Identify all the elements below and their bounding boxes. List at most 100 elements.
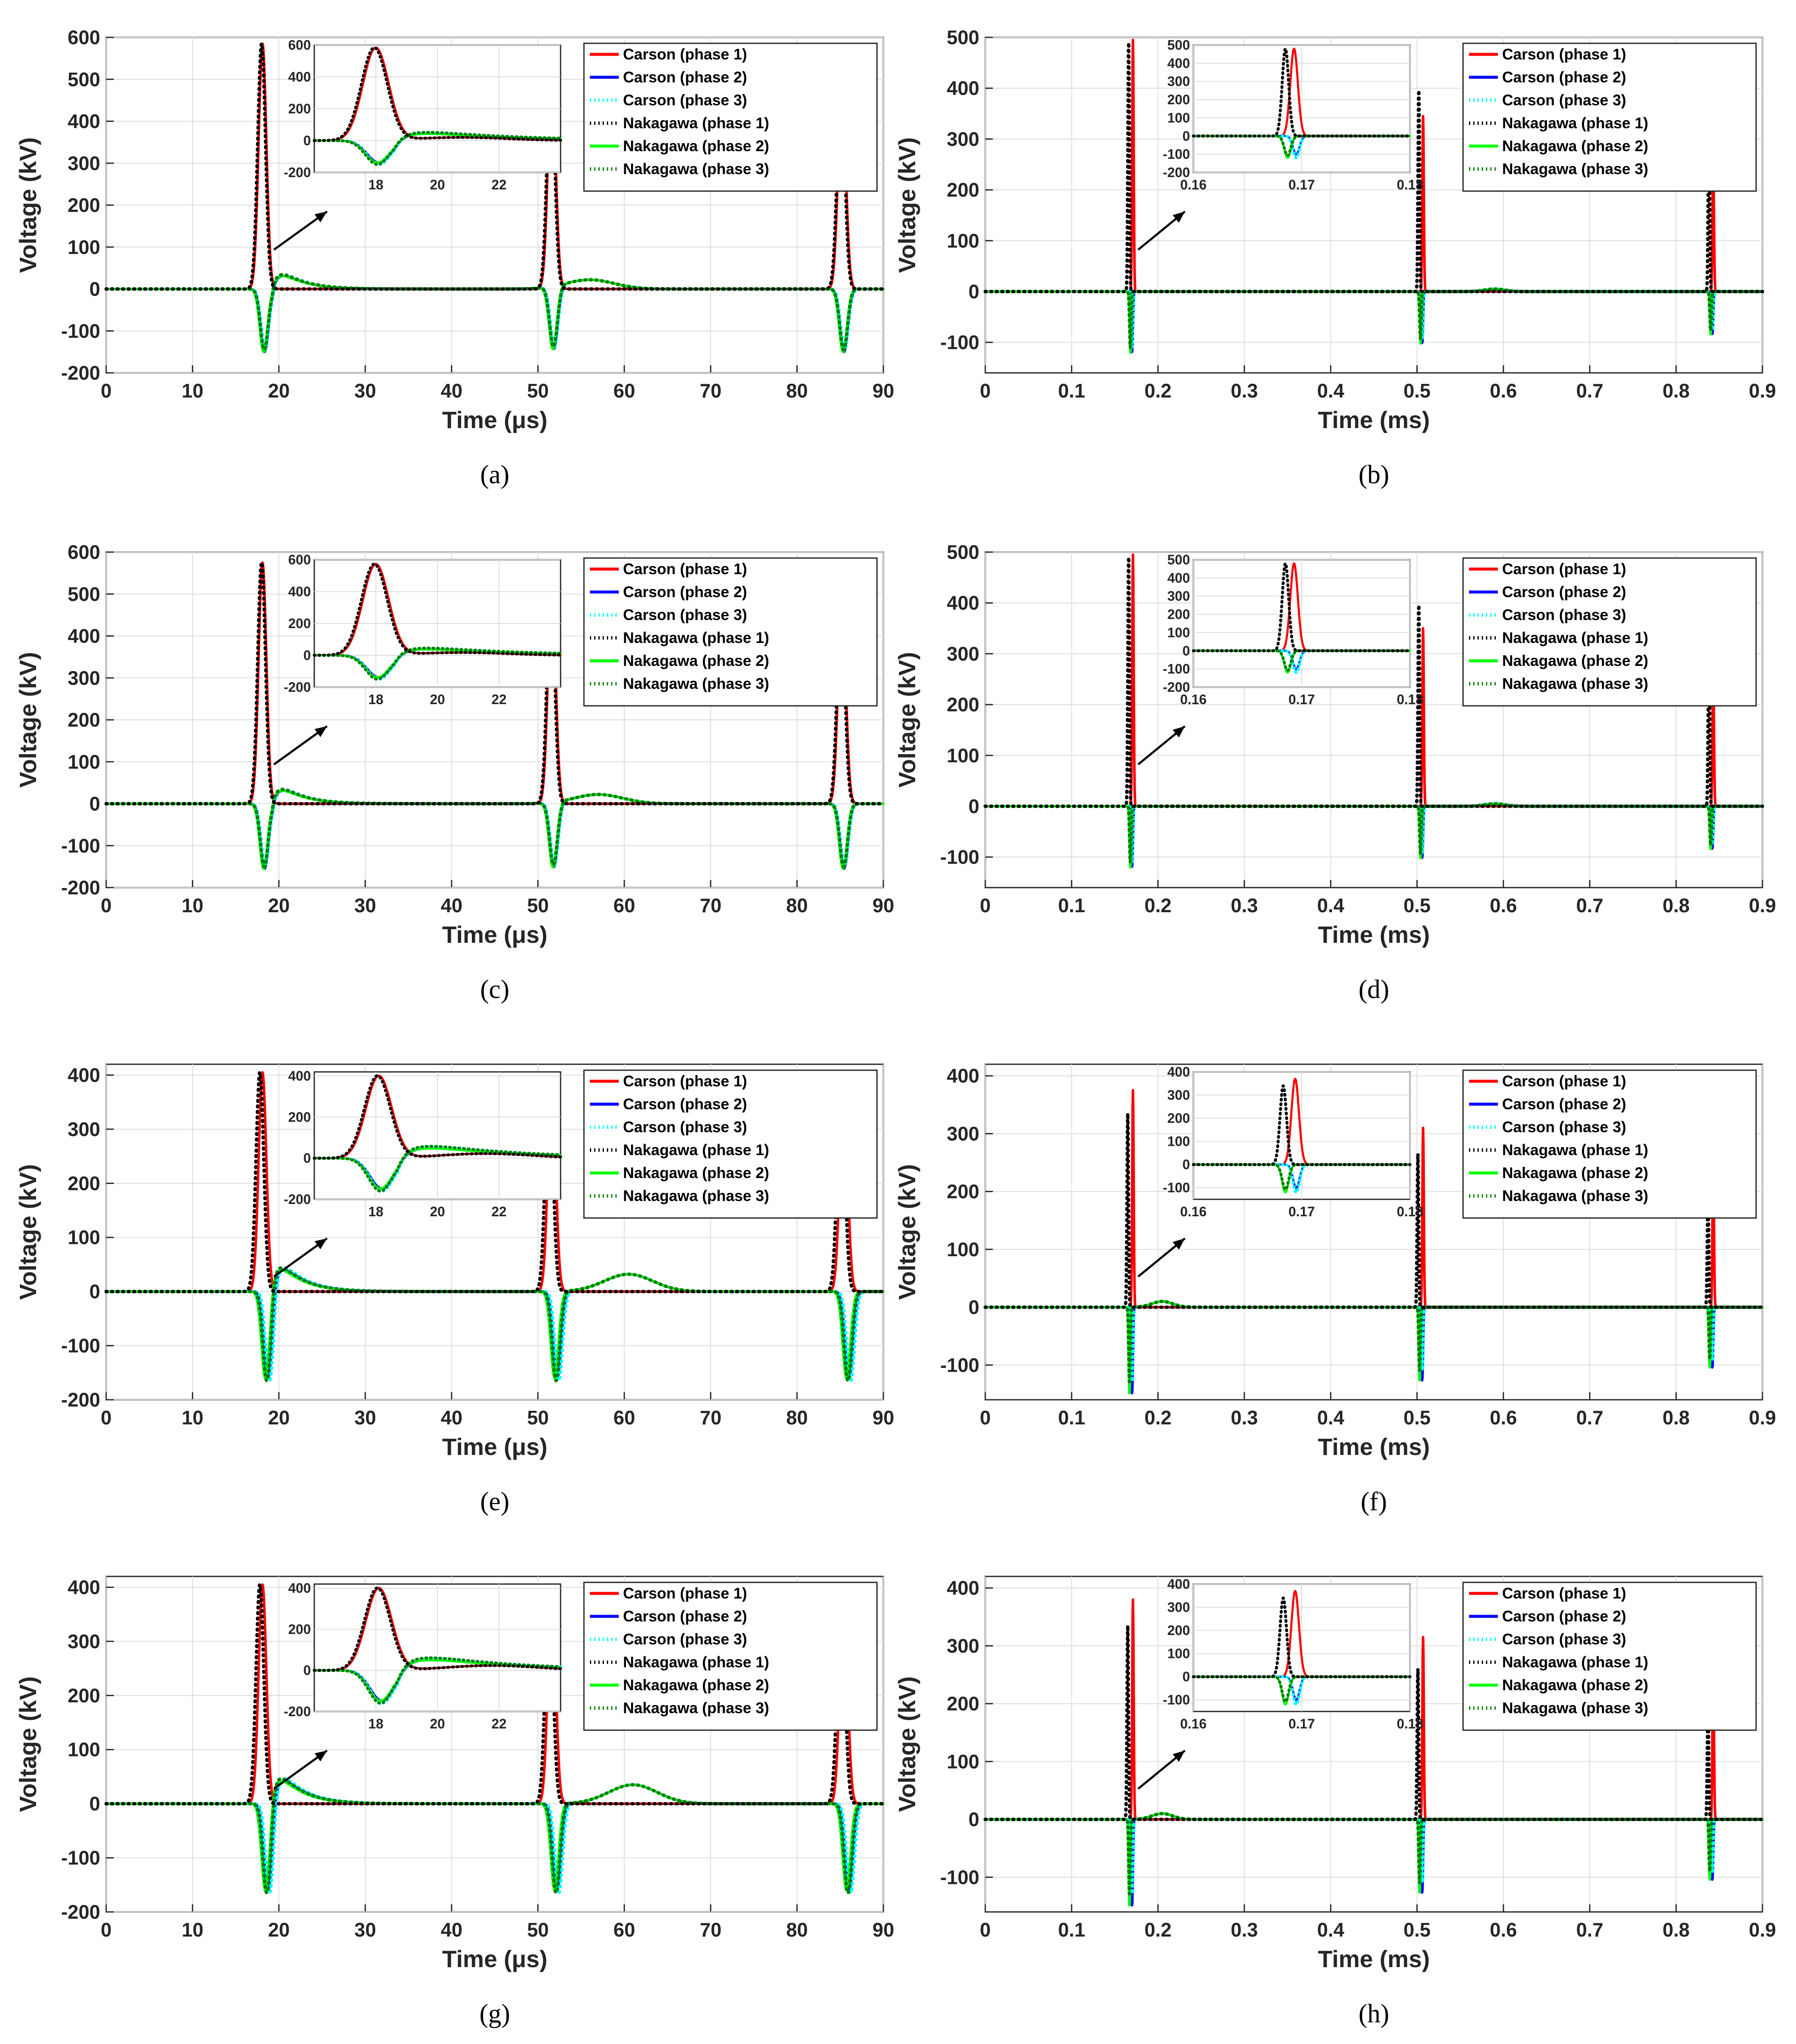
series-nakagawa-phase-1 — [984, 1624, 1764, 1821]
y-tick-label: 300 — [947, 128, 979, 150]
x-tick-label: 50 — [527, 1919, 549, 1941]
y-tick-label: 0 — [89, 793, 100, 815]
panel-caption: (g) — [479, 1999, 510, 2028]
y-tick-label: 100 — [947, 230, 979, 252]
zoom-arrow-head — [1173, 211, 1185, 223]
inset-series-nakagawa-phase-3 — [313, 646, 562, 681]
x-tick-label: 40 — [441, 1407, 462, 1429]
inset-y-tick-label: 500 — [1167, 37, 1190, 53]
x-tick-label: 0 — [980, 1919, 991, 1941]
inset-series-nakagawa-phase-3 — [313, 1656, 562, 1705]
y-tick-label: 600 — [68, 26, 100, 48]
inset-x-tick-label: 0.17 — [1288, 1204, 1315, 1219]
x-tick-label: 0.7 — [1576, 1407, 1603, 1429]
x-tick-label: 50 — [527, 894, 549, 916]
y-tick-label: 0 — [89, 1793, 100, 1815]
inset-y-tick-label: 400 — [1167, 56, 1190, 71]
x-tick-label: 50 — [527, 1407, 549, 1429]
y-tick-label: 400 — [947, 1065, 979, 1087]
y-tick-label: 300 — [947, 643, 979, 665]
x-tick-label: 90 — [872, 380, 894, 402]
legend-label: Nakagawa (phase 1) — [1502, 114, 1648, 132]
inset-x-tick-label: 0.18 — [1397, 177, 1423, 192]
x-tick-label: 0.9 — [1749, 1407, 1776, 1429]
x-tick-label: 0.7 — [1576, 894, 1603, 916]
x-tick-label: 20 — [268, 1919, 290, 1941]
zoom-arrow-head — [1173, 1751, 1185, 1762]
inset-y-tick-label: 400 — [1167, 570, 1190, 586]
inset-series-nakagawa-phase-1 — [313, 46, 562, 142]
y-tick-label: 500 — [947, 26, 979, 48]
inset-zoom: 18 20 22 -200 0 200 400 600 — [284, 37, 562, 192]
inset-series-nakagawa-phase-1 — [1192, 1084, 1412, 1166]
legend-label: Nakagawa (phase 2) — [623, 1164, 769, 1181]
x-tick-label: 60 — [613, 380, 635, 402]
x-tick-label: 40 — [441, 380, 462, 402]
legend-label: Carson (phase 2) — [623, 1095, 747, 1113]
inset-y-tick-label: 0 — [1182, 1669, 1190, 1684]
x-tick-label: 0.6 — [1490, 1407, 1517, 1429]
inset-y-tick-label: 100 — [1167, 1134, 1190, 1149]
x-tick-label: 80 — [786, 1919, 808, 1941]
x-tick-label: 0.1 — [1058, 1919, 1085, 1941]
series-nakagawa-phase-1 — [104, 42, 885, 291]
inset-zoom: 0.16 0.17 0.18 -200 -100 0 100 200 300 400 500 — [1163, 37, 1423, 192]
y-tick-label: 0 — [968, 1296, 979, 1318]
x-tick-label: 70 — [700, 894, 722, 916]
y-tick-label: 400 — [947, 1577, 979, 1599]
legend-box — [583, 1069, 878, 1219]
legend-label: Nakagawa (phase 3) — [1502, 160, 1648, 178]
inset-y-tick-label: 0 — [1182, 128, 1190, 144]
y-tick-label: -200 — [61, 1901, 100, 1923]
y-tick-label: 100 — [68, 1739, 100, 1761]
x-tick-label: 30 — [354, 894, 376, 916]
x-tick-label: 0.8 — [1663, 894, 1690, 916]
x-tick-label: 0.6 — [1490, 380, 1517, 402]
chart-panel-a: 0 10 20 30 40 50 60 70 80 90-200-1000100200300400… — [14, 26, 894, 489]
inset-zoom: 0.16 0.17 0.18 -100 0 100 200 300 400 — [1163, 1064, 1423, 1219]
zoom-arrow-head — [314, 726, 327, 737]
x-tick-label: 0.6 — [1490, 894, 1517, 916]
inset-y-tick-label: 300 — [1167, 1088, 1190, 1103]
legend-box — [583, 557, 878, 707]
inset-y-tick-label: 200 — [288, 101, 311, 116]
y-tick-label: 500 — [947, 541, 979, 563]
legend-label: Nakagawa (phase 3) — [623, 1187, 769, 1204]
inset-y-tick-label: 400 — [288, 1581, 311, 1596]
inset-y-tick-label: -100 — [1163, 661, 1190, 677]
y-tick-label: -200 — [61, 362, 100, 384]
y-tick-label: -100 — [61, 835, 100, 857]
inset-y-tick-label: 400 — [288, 584, 311, 599]
x-tick-label: 40 — [441, 894, 462, 916]
y-tick-label: 300 — [68, 667, 100, 689]
x-tick-label: 0 — [101, 1919, 112, 1941]
y-tick-label: 0 — [89, 278, 100, 300]
legend-label: Carson (phase 2) — [1502, 68, 1626, 86]
legend-label: Nakagawa (phase 2) — [623, 652, 769, 669]
legend-label: Carson (phase 1) — [623, 560, 747, 578]
legend-box — [583, 1582, 878, 1731]
inset-y-tick-label: 0 — [303, 1663, 311, 1678]
inset-x-tick-label: 18 — [368, 692, 383, 707]
y-tick-label: 100 — [947, 1751, 979, 1773]
x-tick-label: 0.8 — [1663, 1919, 1690, 1941]
inset-series-nakagawa-phase-3 — [313, 131, 562, 166]
inset-x-tick-label: 0.16 — [1180, 1204, 1207, 1219]
chart-panel-c: 0 10 20 30 40 50 60 70 80 90-200-1000100200300400… — [14, 541, 894, 1004]
y-tick-label: 200 — [947, 1181, 979, 1203]
y-tick-label: -100 — [940, 846, 979, 868]
inset-y-tick-label: 200 — [1167, 607, 1190, 622]
x-tick-label: 60 — [613, 894, 635, 916]
y-tick-label: -100 — [61, 1847, 100, 1869]
x-tick-label: 0.5 — [1404, 1407, 1431, 1429]
legend-box — [1462, 1069, 1757, 1219]
inset-y-tick-label: 300 — [1167, 1600, 1190, 1615]
x-axis-label: Time (ms) — [1318, 921, 1429, 948]
panel-caption: (h) — [1359, 1999, 1389, 2028]
legend: Carson (phase 1) Carson (phase 2) Carson (… — [583, 1582, 878, 1731]
legend-label: Nakagawa (phase 1) — [623, 114, 769, 132]
x-tick-label: 70 — [700, 1919, 722, 1941]
x-tick-label: 0.9 — [1749, 380, 1776, 402]
inset-y-tick-label: 0 — [1182, 1157, 1190, 1172]
legend: Carson (phase 1) Carson (phase 2) Carson (… — [1462, 42, 1757, 192]
